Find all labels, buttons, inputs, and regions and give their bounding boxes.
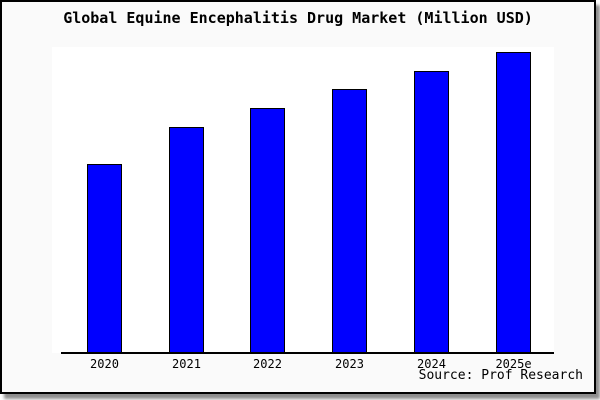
bar-2022 <box>250 108 285 353</box>
x-tick-label-2022: 2022 <box>253 357 282 371</box>
x-tick-label-2023: 2023 <box>335 357 364 371</box>
x-tick-label-2024: 2024 <box>417 357 446 371</box>
bar-2024 <box>414 71 449 353</box>
x-axis-line <box>61 352 554 354</box>
bar-2023 <box>332 89 367 353</box>
chart-title: Global Equine Encephalitis Drug Market (… <box>63 9 533 27</box>
x-tick-label-2021: 2021 <box>172 357 201 371</box>
x-tick-label-2025e: 2025e <box>495 357 532 371</box>
source-credit: Source: Prof Research <box>418 368 583 383</box>
chart-card: Global Equine Encephalitis Drug Market (… <box>0 0 596 394</box>
bar-2025e <box>496 52 531 353</box>
plot-area <box>52 47 554 353</box>
bar-2021 <box>169 127 204 353</box>
x-tick-label-2020: 2020 <box>90 357 119 371</box>
bar-2020 <box>87 164 122 353</box>
